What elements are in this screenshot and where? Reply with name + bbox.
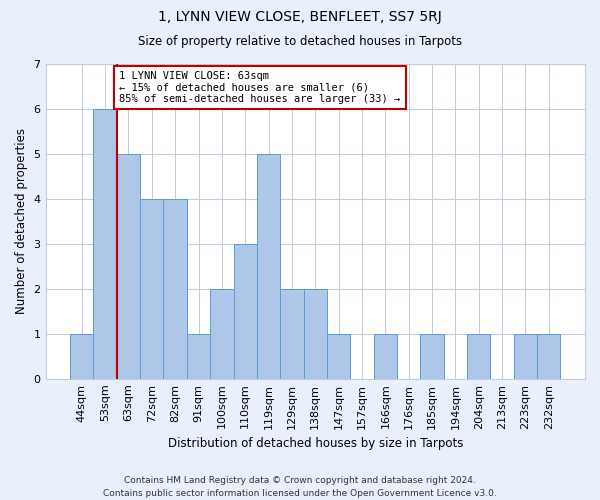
Bar [140,199,163,379]
Bar [374,334,397,379]
Bar [421,334,444,379]
Text: Size of property relative to detached houses in Tarpots: Size of property relative to detached ho… [138,35,462,48]
Bar [514,334,537,379]
Bar [94,109,117,379]
Bar [327,334,350,379]
X-axis label: Distribution of detached houses by size in Tarpots: Distribution of detached houses by size … [167,437,463,450]
Bar [304,289,327,379]
Text: 1 LYNN VIEW CLOSE: 63sqm
← 15% of detached houses are smaller (6)
85% of semi-de: 1 LYNN VIEW CLOSE: 63sqm ← 15% of detach… [119,70,400,104]
Y-axis label: Number of detached properties: Number of detached properties [15,128,28,314]
Bar [233,244,257,379]
Bar [467,334,490,379]
Bar [70,334,94,379]
Bar [280,289,304,379]
Bar [117,154,140,379]
Bar [537,334,560,379]
Bar [163,199,187,379]
Bar [210,289,233,379]
Bar [257,154,280,379]
Bar [187,334,210,379]
Text: Contains HM Land Registry data © Crown copyright and database right 2024.
Contai: Contains HM Land Registry data © Crown c… [103,476,497,498]
Text: 1, LYNN VIEW CLOSE, BENFLEET, SS7 5RJ: 1, LYNN VIEW CLOSE, BENFLEET, SS7 5RJ [158,10,442,24]
